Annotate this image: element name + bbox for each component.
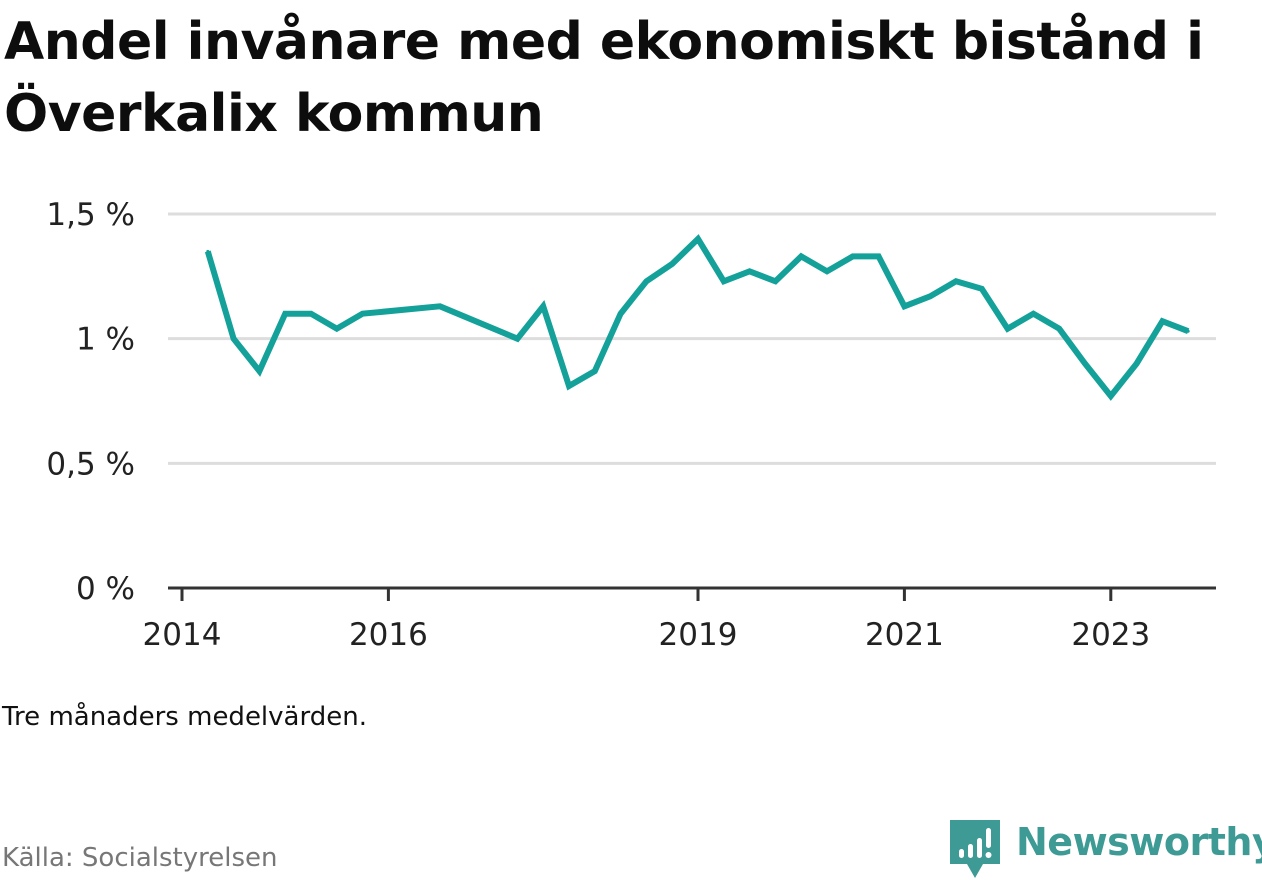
data-point [541,304,545,308]
data-point [1186,329,1190,333]
data-point [644,279,648,283]
data-point [1006,327,1010,331]
chart-title: Andel invånare med ekonomiskt bistånd i … [4,12,1204,144]
data-point [877,254,881,258]
newsworthy-bar-chart-logo-icon [950,820,1000,878]
brand-name: Newsworthy [1016,820,1262,864]
y-axis-labels: 0 % 0,5 % 1 % 1,5 % [46,197,135,607]
data-point [232,337,236,341]
data-point [1160,319,1164,323]
x-tick-label: 2023 [1071,617,1150,653]
data-point [438,304,442,308]
y-tick-label: 0 % [76,571,135,607]
data-point [928,294,932,298]
source-text: Källa: Socialstyrelsen [2,843,278,873]
data-point [257,369,261,373]
x-tick-label: 2014 [143,617,222,653]
data-point [1109,394,1113,398]
x-axis-labels: 2014 2016 2019 2021 2023 [143,617,1151,653]
data-point [335,327,339,331]
x-tick-label: 2016 [349,617,428,653]
data-point [722,279,726,283]
data-point [954,279,958,283]
data-point [1057,327,1061,331]
data-point [593,369,597,373]
data-point [206,249,210,253]
data-point [696,237,700,241]
data-point [851,254,855,258]
line-chart: 0 % 0,5 % 1 % 1,5 % 2014 2016 2019 2021 2023 [46,197,1216,653]
data-point [799,254,803,258]
grid-lines [168,212,1216,465]
data-point [980,287,984,291]
brand: Newsworthy [950,820,1262,880]
data-point [825,269,829,273]
data-point [309,312,313,316]
data-point [670,262,674,266]
data-point [748,269,752,273]
data-point [1135,362,1139,366]
x-tick-label: 2021 [865,617,944,653]
data-point [773,279,777,283]
data-point [1083,362,1087,366]
y-tick-label: 1,5 % [46,197,135,233]
x-axis [168,586,1216,601]
series-line [204,234,1190,401]
data-point [619,312,623,316]
x-tick-label: 2019 [659,617,738,653]
data-point [1031,312,1035,316]
data-point [515,337,519,341]
data-point [567,384,571,388]
y-tick-label: 1 % [76,322,135,358]
chart-note: Tre månaders medelvärden. [2,702,367,732]
data-point [361,312,365,316]
y-tick-label: 0,5 % [46,446,135,482]
data-point [902,304,906,308]
data-point [283,312,287,316]
series-layer [204,234,1190,401]
